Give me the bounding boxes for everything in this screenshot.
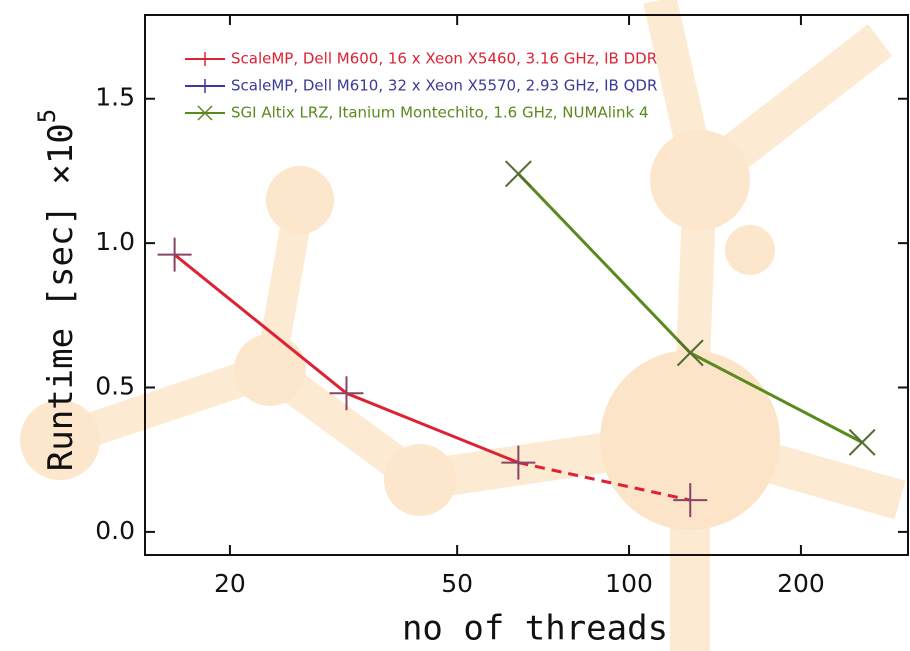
y-tick-label: 0.0	[95, 516, 135, 545]
marker	[848, 428, 876, 456]
plot-frame	[144, 14, 909, 556]
series-line-dashed	[518, 461, 691, 502]
marker	[501, 445, 536, 480]
y-axis-label-text: Runtime [sec] ×10	[41, 123, 81, 471]
x-tick-label: 50	[441, 569, 473, 598]
y-tick-label: 1.5	[95, 83, 135, 112]
legend-label: ScaleMP, Dell M610, 32 x Xeon X5570, 2.9…	[231, 77, 657, 95]
y-tick-label: 0.5	[95, 372, 135, 401]
x-tick-label: 100	[605, 569, 653, 598]
x-tick-label: 200	[777, 569, 825, 598]
y-axis-label-exponent: 5	[33, 109, 61, 123]
marker	[673, 483, 708, 518]
x-axis-label: no of threads	[402, 609, 668, 649]
y-axis-label: Runtime [sec] ×105	[33, 109, 81, 471]
background-molecule	[20, 0, 906, 651]
x-tick-label: 20	[214, 569, 246, 598]
legend-label: ScaleMP, Dell M600, 16 x Xeon X5460, 3.1…	[231, 50, 657, 68]
plot-area: 0.0 0.5 1.0 1.5 20 50 100 200 ScaleMP, Dell M600…	[95, 15, 908, 598]
marker	[504, 160, 532, 188]
marker	[676, 339, 704, 367]
legend-marker	[197, 105, 213, 121]
marker	[157, 237, 192, 272]
marker	[329, 376, 364, 411]
legend-label: SGI Altix LRZ, Itanium Montechito, 1.6 G…	[231, 104, 649, 122]
y-tick-label: 1.0	[95, 227, 135, 256]
